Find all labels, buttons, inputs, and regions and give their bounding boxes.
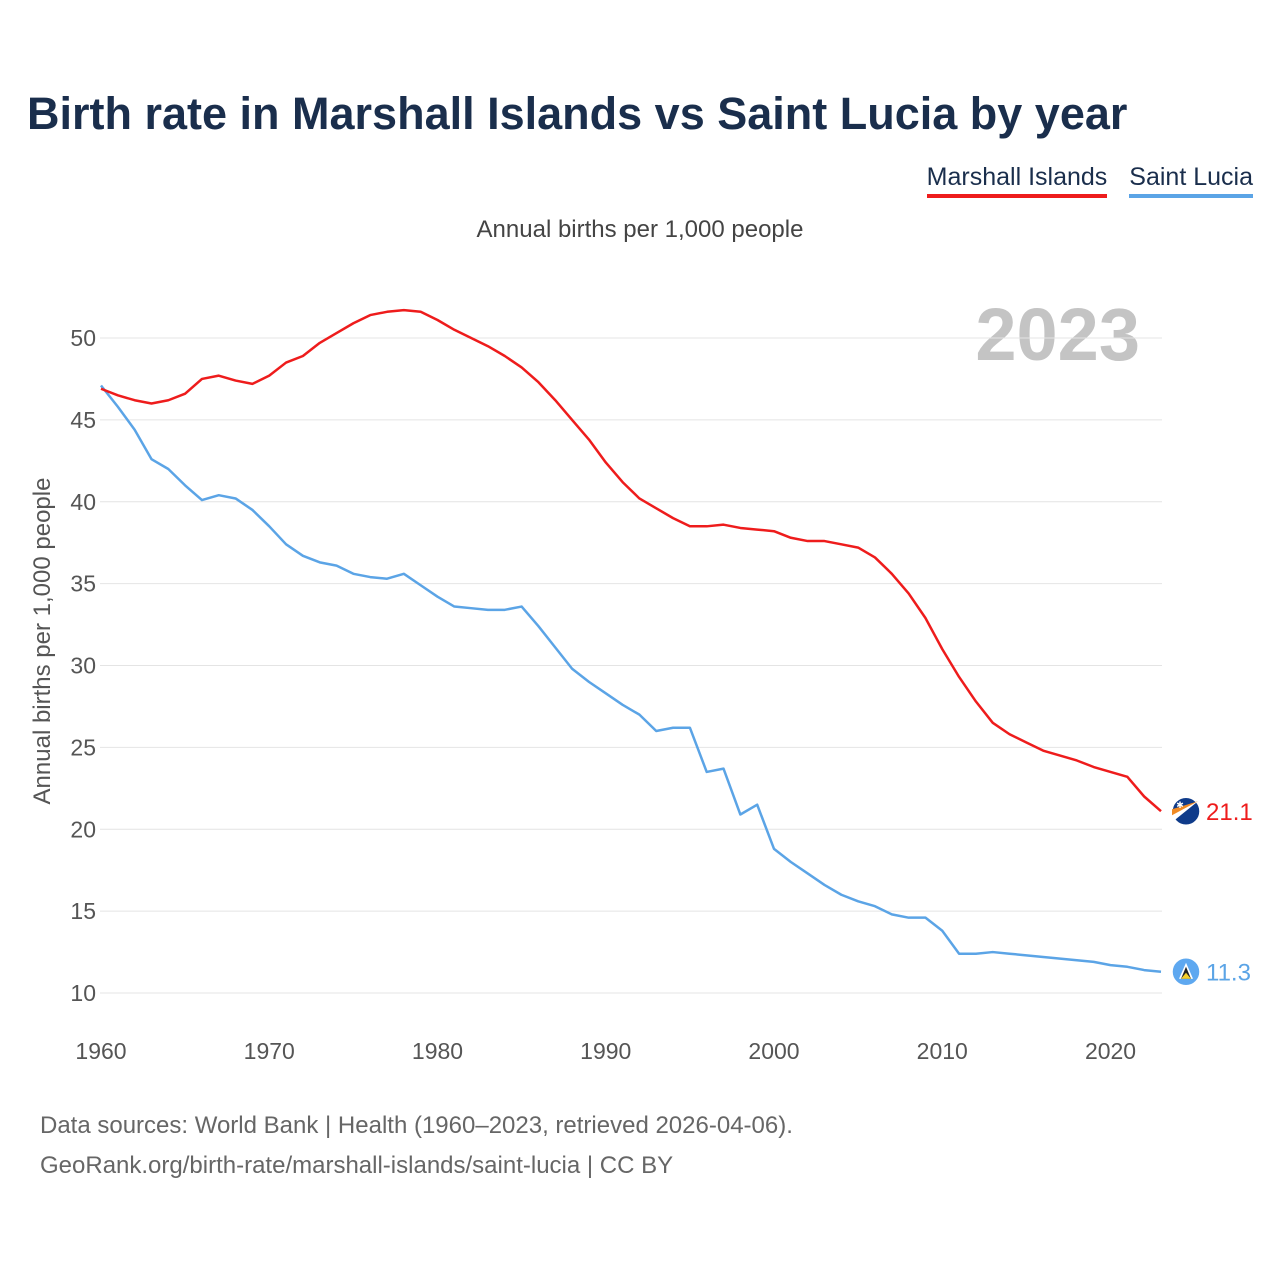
x-tick-label: 1990 (580, 1038, 631, 1064)
series-lines (100, 308, 1162, 973)
saint-lucia-flag-icon (1171, 956, 1201, 987)
legend-marshall-islands[interactable]: Marshall Islands (926, 163, 1108, 198)
marshall-islands-flag-icon: ✱ (1171, 796, 1201, 826)
end-markers: ✱ (1171, 796, 1201, 987)
chart-title: Birth rate in Marshall Islands vs Saint … (27, 88, 1128, 139)
source-note: Data sources: World Bank | Health (1960–… (40, 1106, 793, 1186)
series-line-marshall-islands[interactable] (100, 308, 1162, 813)
x-tick-label: 2010 (917, 1038, 968, 1064)
x-tick-label: 1980 (412, 1038, 463, 1064)
grid-lines (100, 337, 1162, 994)
y-tick-label: 30 (70, 653, 96, 679)
y-tick-label: 45 (70, 407, 96, 433)
source-line-1: Data sources: World Bank | Health (1960–… (40, 1112, 793, 1139)
chart-subtitle: Annual births per 1,000 people (476, 216, 804, 243)
axis-tick-labels: 10 15 20 25 30 35 40 45 50 1960 1970 1980 1990 2000 20… (70, 325, 1136, 1064)
source-line-2[interactable]: GeoRank.org/birth-rate/marshall-islands/… (40, 1152, 674, 1179)
marshall-islands-end-value: 21.1 (1206, 799, 1253, 826)
saint-lucia-end-value: 11.3 (1206, 960, 1251, 987)
year-watermark: 2023 (975, 293, 1140, 376)
y-tick-label: 15 (70, 898, 96, 924)
y-tick-label: 20 (70, 816, 96, 842)
series-line-saint-lucia[interactable] (100, 384, 1162, 973)
svg-text:✱: ✱ (1176, 801, 1184, 811)
x-tick-label: 1970 (244, 1038, 295, 1064)
y-tick-label: 10 (70, 980, 96, 1006)
x-tick-label: 2000 (748, 1038, 799, 1064)
y-tick-label: 40 (70, 489, 96, 515)
y-tick-label: 25 (70, 734, 96, 760)
legend: Marshall Islands Saint Lucia (926, 163, 1253, 198)
y-tick-label: 50 (70, 325, 96, 351)
x-tick-label: 2020 (1085, 1038, 1136, 1064)
legend-saint-lucia[interactable]: Saint Lucia (1129, 163, 1253, 198)
y-tick-label: 35 (70, 571, 96, 597)
y-axis-label: Annual births per 1,000 people (29, 478, 56, 805)
x-tick-label: 1960 (75, 1038, 126, 1064)
